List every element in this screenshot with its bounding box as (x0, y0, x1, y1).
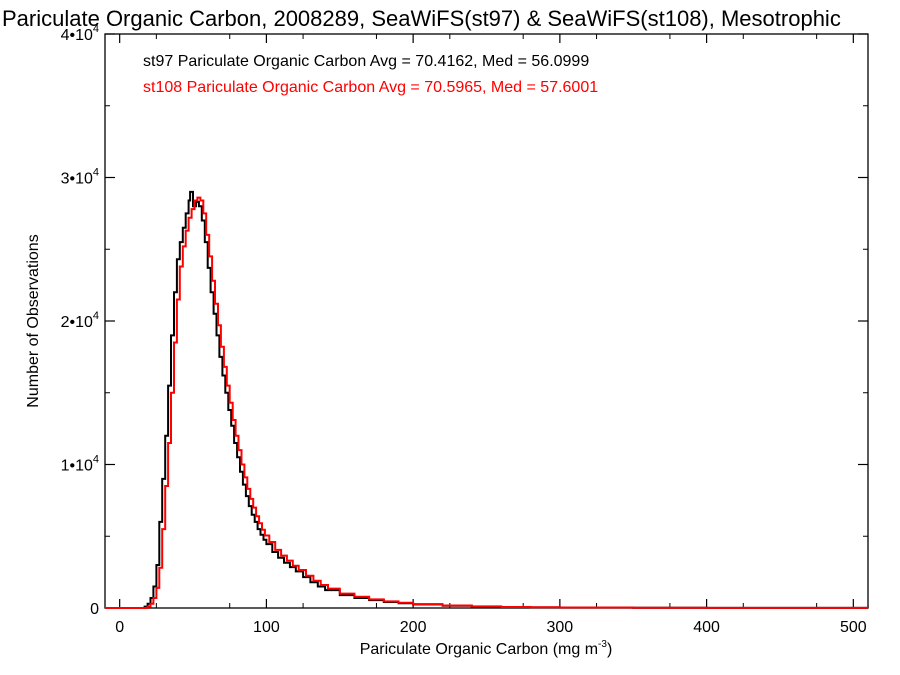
x-tick-label: 0 (115, 619, 124, 636)
y-tick-label: 0 (90, 601, 99, 618)
x-tick-label: 200 (400, 619, 427, 636)
x-axis-label-closing: ) (607, 641, 612, 658)
x-tick-label: 500 (840, 619, 867, 636)
y-tick-label: 3•104 (61, 167, 99, 188)
y-axis-ticks: 0 1•104 2•104 3•104 4•104 (61, 23, 868, 618)
legend-entry-st97: st97 Pariculate Organic Carbon Avg = 70.… (143, 53, 589, 70)
x-axis-label-superscript: -3 (598, 639, 607, 650)
plot-frame (104, 33, 869, 609)
y-axis-label: Number of Observations (25, 234, 42, 407)
x-axis-label-text: Pariculate Organic Carbon (mg m (360, 641, 598, 658)
series-layer (105, 190, 869, 609)
y-tick-label: 2•104 (61, 310, 99, 331)
series-line-1 (105, 196, 869, 609)
y-tick-label: 4•104 (61, 23, 99, 44)
x-tick-label: 400 (693, 619, 720, 636)
x-axis-ticks: 0 100 200 300 400 500 (115, 34, 867, 636)
legend-entry-st108: st108 Pariculate Organic Carbon Avg = 70… (143, 79, 598, 96)
y-tick-label: 1•104 (61, 454, 99, 475)
series-line-0 (105, 190, 869, 609)
chart-title: Pariculate Organic Carbon, 2008289, SeaW… (2, 6, 841, 31)
x-tick-label: 300 (547, 619, 574, 636)
x-tick-label: 100 (253, 619, 280, 636)
x-axis-label: Pariculate Organic Carbon (mg m-3) (360, 639, 613, 658)
